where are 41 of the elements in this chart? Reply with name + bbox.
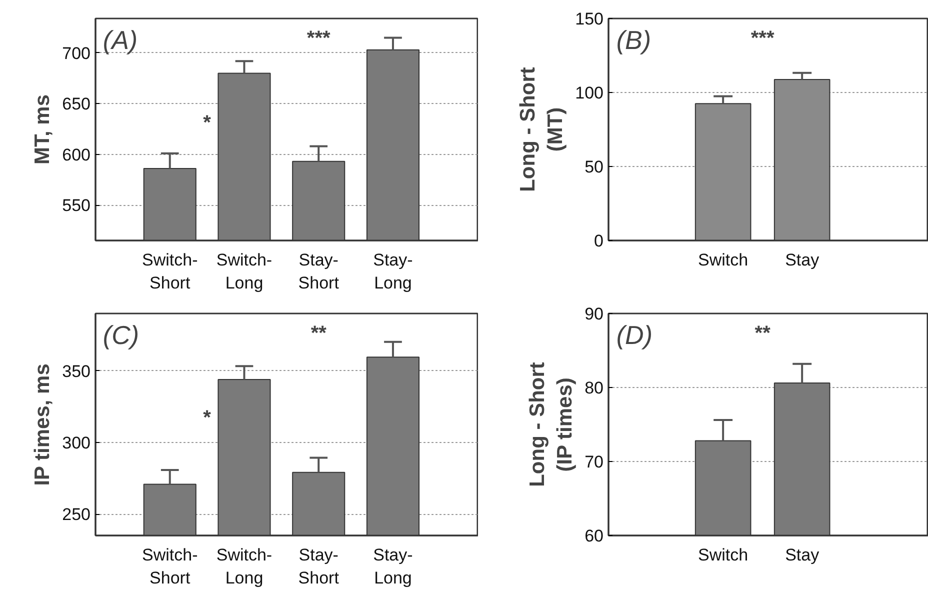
text: (D) (616, 320, 652, 350)
annotation: (C) (102, 320, 140, 350)
x-tick-label: Switch-Short (142, 546, 198, 588)
y-tick-label: 600 (62, 145, 91, 164)
annotation: (A) (102, 25, 138, 56)
y-axis-title: Long - Short (MT) (516, 67, 568, 192)
y-tick-label: 150 (575, 10, 604, 28)
y-tick-label: 700 (62, 44, 91, 63)
x-tick-label: Stay-Short (298, 250, 340, 292)
x-tick-label: Stay (785, 546, 820, 564)
y-axis-title: Long - Short (IP times) (526, 362, 577, 487)
y-tick-label: 350 (62, 362, 91, 381)
y-tick-label: 90 (584, 304, 604, 324)
y-tick-label: 80 (584, 378, 604, 398)
x-tick-label: Stay-Short (298, 546, 340, 588)
x-tick-label: Switch-Long (216, 546, 272, 588)
y-tick-label: 550 (62, 196, 91, 216)
y-axis-title: IP times, ms (31, 364, 54, 486)
x-tick-label: Switch-Short (142, 250, 198, 292)
annotation: ** (310, 322, 327, 344)
annotation: *** (750, 27, 774, 50)
x-tick-label: Switch (698, 250, 748, 270)
y-tick-label: 100 (575, 84, 604, 102)
y-tick-label: 650 (62, 94, 91, 114)
x-tick-label: Switch-Long (216, 250, 272, 292)
annotation: ** (754, 322, 771, 344)
y-tick-label: 60 (584, 526, 604, 546)
x-tick-label: Switch (698, 546, 748, 564)
annotation: *** (306, 27, 330, 50)
y-tick-label: 50 (584, 158, 604, 176)
y-tick-label: 0 (594, 232, 604, 250)
x-tick-label: Stay-Long (373, 546, 413, 588)
y-tick-label: 250 (62, 505, 91, 524)
y-tick-label: 300 (62, 433, 91, 452)
x-tick-label: Stay-Long (373, 250, 413, 292)
x-tick-label: Stay (785, 250, 820, 270)
annotation: * (203, 406, 212, 429)
text: (B) (616, 25, 652, 56)
annotation: * (203, 112, 212, 134)
y-axis-title: MT, ms (31, 94, 54, 165)
y-tick-label: 70 (584, 452, 604, 472)
